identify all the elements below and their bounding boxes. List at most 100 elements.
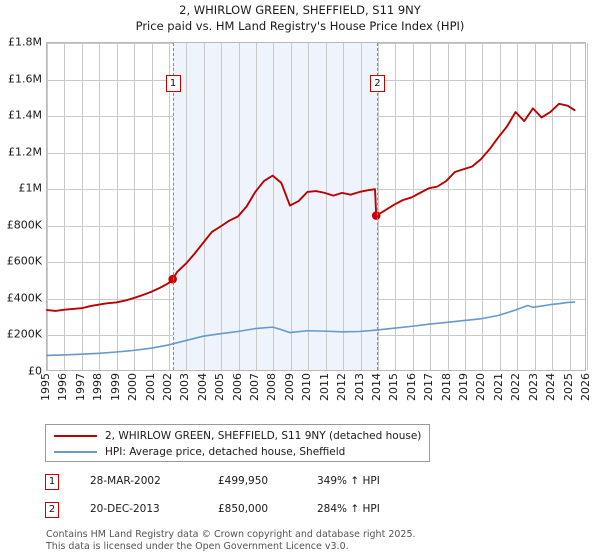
x-axis-tick-label: 2012: [335, 373, 349, 401]
gridline-vertical: [186, 43, 188, 370]
page-title: 2, WHIRLOW GREEN, SHEFFIELD, S11 9NY: [179, 3, 421, 17]
gridline-vertical: [151, 43, 153, 370]
gridline-vertical: [116, 43, 118, 370]
x-axis-tick-label: 2000: [126, 373, 140, 401]
x-axis-tick-label: 2025: [561, 373, 575, 401]
transaction-date-2: 20-DEC-2013: [90, 503, 160, 515]
series-lines: [46, 102, 576, 357]
page-subtitle: Price paid vs. HM Land Registry's House …: [135, 19, 465, 33]
gridline-vertical: [134, 43, 136, 370]
y-axis-tick-label: £600K: [6, 254, 42, 268]
y-axis-tick-label: £1M: [18, 181, 43, 195]
gridline-vertical: [81, 43, 83, 370]
transaction-hpi-delta-2: 284% ↑ HPI: [317, 503, 380, 515]
x-axis-tick-label: 2016: [404, 373, 418, 401]
table-row: 1 28-MAR-2002 £499,950 349% ↑ HPI: [45, 474, 445, 494]
x-axis-tick-label: 2013: [352, 373, 366, 401]
y-axis-tick-label: £1.8M: [8, 35, 42, 49]
gridline-vertical: [377, 43, 379, 370]
y-axis-tick-label: £0: [28, 364, 42, 378]
y-axis-tick-label: £400K: [6, 291, 42, 305]
gridline-vertical: [221, 43, 223, 370]
y-axis-tick-label: £1.2M: [8, 145, 42, 159]
gridline-vertical: [47, 43, 48, 370]
sale-event-line: [173, 43, 175, 370]
gridline-vertical: [256, 43, 258, 370]
gridline-vertical: [587, 43, 588, 370]
x-axis-tick-label: 2011: [317, 373, 331, 401]
x-axis-tick-label: 2022: [509, 373, 523, 401]
x-axis-tick-label: 2020: [474, 373, 488, 401]
x-axis-tick-label: 2004: [195, 373, 209, 401]
gridline-vertical: [360, 43, 362, 370]
x-axis-tick-label: 2026: [579, 373, 592, 401]
x-axis-tick-label: 2023: [526, 373, 540, 401]
x-axis-tick-label: 2024: [544, 373, 558, 401]
gridline-vertical: [569, 43, 571, 370]
gridline-vertical: [447, 43, 449, 370]
y-axis-tick-label: £800K: [6, 218, 42, 232]
gridline-vertical: [64, 43, 66, 370]
x-axis-tick-label: 2017: [422, 373, 436, 401]
x-axis-tick-label: 1996: [56, 373, 70, 401]
gridline-vertical: [99, 43, 101, 370]
gridline-vertical: [517, 43, 519, 370]
x-axis-tick-label: 2021: [491, 373, 505, 401]
x-axis-tick-label: 2015: [387, 373, 401, 401]
x-axis-tick-label: 2010: [300, 373, 314, 401]
gridline-vertical: [412, 43, 414, 370]
sale-event-flag-2[interactable]: 2: [369, 75, 385, 92]
transaction-badge-2: 2: [45, 502, 59, 518]
x-axis-tick-label: 1999: [108, 373, 122, 401]
x-axis-tick-label: 2002: [160, 373, 174, 401]
transaction-price-1: £499,950: [218, 475, 269, 487]
gridline-vertical: [168, 43, 170, 370]
gridline-vertical: [343, 43, 345, 370]
gridline-vertical: [552, 43, 554, 370]
x-axis-tick-label: 2006: [230, 373, 244, 401]
gridline-vertical: [290, 43, 292, 370]
legend-swatch-blue-icon: [54, 451, 97, 453]
gridline-vertical: [273, 43, 275, 370]
x-axis-tick-label: 2014: [369, 373, 383, 401]
legend-swatch-red-icon: [54, 435, 97, 437]
footer-line-copyright: Contains HM Land Registry data © Crown c…: [46, 529, 416, 540]
x-axis-tick-label: 2003: [178, 373, 192, 401]
x-axis-tick-label: 2005: [213, 373, 227, 401]
series-line: [46, 301, 576, 357]
sale-marker-dot[interactable]: [168, 274, 177, 284]
gridline-vertical: [395, 43, 397, 370]
gridline-vertical: [534, 43, 536, 370]
y-axis-tick-label: £1.6M: [8, 72, 42, 86]
x-axis-tick-label: 1995: [39, 373, 52, 401]
legend-label-hpi: HPI: Average price, detached house, Shef…: [105, 446, 346, 458]
transaction-badge-1: 1: [45, 474, 59, 490]
footer-line-licence: This data is licensed under the Open Gov…: [46, 540, 349, 552]
x-axis-tick-label: 2019: [457, 373, 471, 401]
sale-event-flag-1[interactable]: 1: [165, 75, 181, 92]
gridline-vertical: [499, 43, 501, 370]
x-axis-tick-label: 1998: [91, 373, 105, 401]
sale-marker-dot[interactable]: [371, 211, 381, 220]
series-line: [46, 102, 576, 312]
chart-legend: 2, WHIRLOW GREEN, SHEFFIELD, S11 9NY (de…: [45, 424, 430, 462]
transaction-price-2: £850,000: [218, 503, 269, 515]
x-axis-tick-label: 2008: [265, 373, 279, 401]
x-axis-tick-label: 2009: [282, 373, 296, 401]
gridline-vertical: [308, 43, 310, 370]
transaction-hpi-delta-1: 349% ↑ HPI: [317, 475, 380, 487]
y-axis-tick-label: £1.4M: [8, 108, 42, 122]
table-row: 2 20-DEC-2013 £850,000 284% ↑ HPI: [45, 502, 445, 522]
attribution-footer: Contains HM Land Registry data © Crown c…: [46, 529, 566, 552]
legend-label-price-paid: 2, WHIRLOW GREEN, SHEFFIELD, S11 9NY (de…: [105, 430, 422, 442]
transaction-date-1: 28-MAR-2002: [90, 475, 161, 487]
gridline-vertical: [465, 43, 467, 370]
gridline-vertical: [482, 43, 484, 370]
sale-event-line: [377, 43, 379, 370]
price-history-chart: £0 £200K £400K £600K £800K £1M £1.2M £1.4M £1.6M…: [0, 35, 600, 402]
x-axis-tick-label: 1997: [73, 373, 87, 401]
gridline-vertical: [430, 43, 432, 370]
x-axis-tick-label: 2007: [248, 373, 262, 401]
legend-item-price-paid: 2, WHIRLOW GREEN, SHEFFIELD, S11 9NY (de…: [54, 428, 421, 444]
